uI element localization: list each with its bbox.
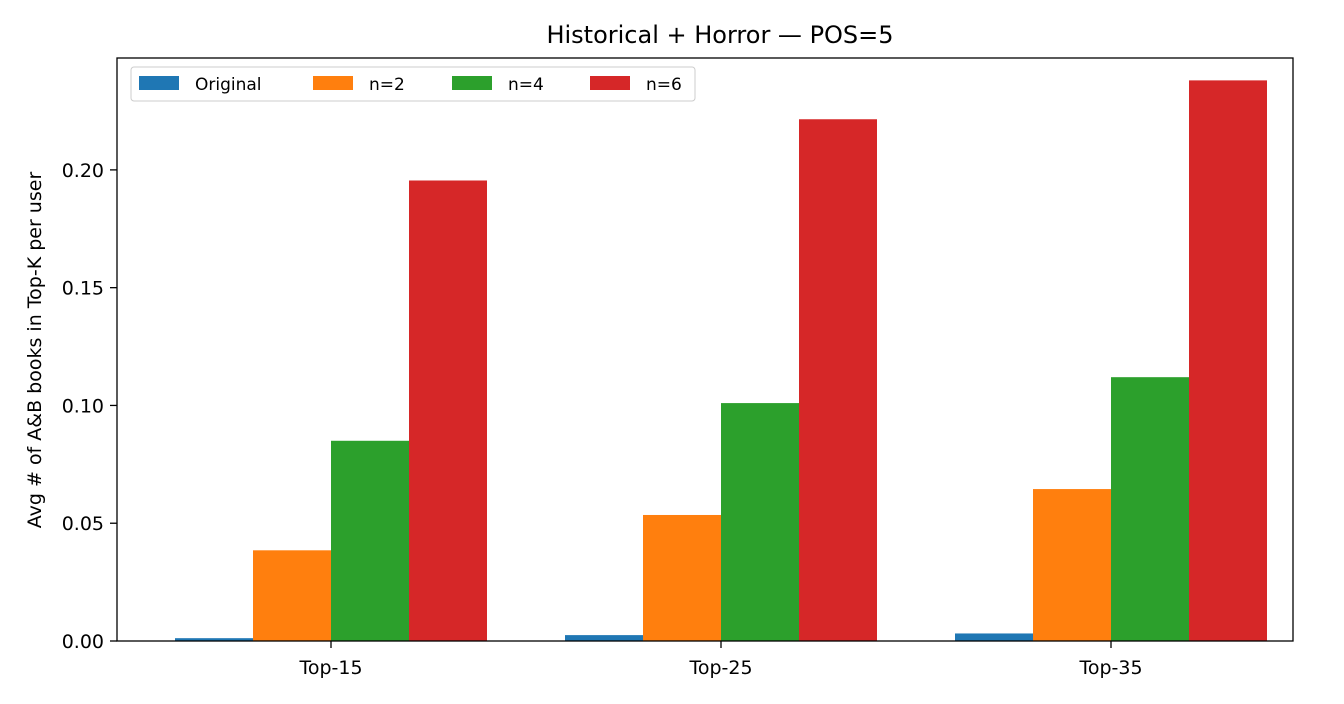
bar-n2-top-25 (643, 514, 721, 641)
legend-swatch (452, 76, 492, 90)
bar-n4-top-15 (331, 440, 409, 641)
bar-n4-top-35 (1111, 377, 1189, 641)
plot-frame (116, 57, 1294, 642)
bars-group (175, 80, 1267, 641)
legend-label: n=6 (646, 75, 682, 95)
bar-n2-top-35 (1033, 489, 1111, 641)
x-tick-label: Top-35 (1078, 657, 1142, 679)
chart-title: Historical + Horror — POS=5 (546, 21, 893, 49)
legend: Original n=2 n=4 n=6 (130, 66, 696, 102)
y-tick-label: 0.10 (62, 395, 104, 417)
legend-box (130, 66, 696, 102)
bar-n6-top-15 (409, 180, 487, 641)
bar-original-top-15 (175, 638, 253, 641)
bar-original-top-25 (565, 635, 643, 641)
legend-swatch (313, 76, 353, 90)
legend-swatch (139, 76, 179, 90)
y-axis-label: Avg # of A&B books in Top-K per user (24, 172, 46, 529)
y-tick-label: 0.15 (62, 278, 104, 300)
bar-original-top-35 (955, 633, 1033, 641)
bar-n2-top-15 (253, 550, 331, 641)
bar-n6-top-35 (1189, 80, 1267, 641)
y-tick-label: 0.20 (62, 160, 104, 182)
x-axis-ticks: Top-15 Top-25 Top-35 (298, 641, 1143, 679)
bar-n4-top-25 (721, 403, 799, 641)
legend-label: n=4 (508, 75, 544, 95)
x-tick-label: Top-15 (298, 657, 362, 679)
y-tick-label: 0.05 (62, 513, 104, 535)
bar-n6-top-25 (799, 119, 877, 641)
legend-label: n=2 (369, 75, 405, 95)
y-tick-label: 0.00 (62, 631, 104, 653)
x-tick-label: Top-25 (688, 657, 752, 679)
y-axis-ticks: 0.00 0.05 0.10 0.15 0.20 (62, 160, 117, 653)
legend-swatch (590, 76, 630, 90)
legend-label: Original (195, 75, 262, 95)
